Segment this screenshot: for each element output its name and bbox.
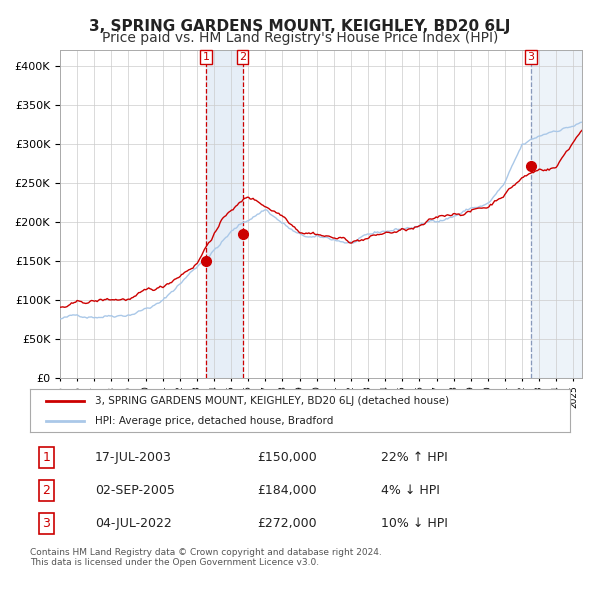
Text: 3: 3 [527, 52, 535, 62]
Text: 10% ↓ HPI: 10% ↓ HPI [381, 517, 448, 530]
Bar [206, 50, 242, 378]
Text: 17-JUL-2003: 17-JUL-2003 [95, 451, 172, 464]
Text: Price paid vs. HM Land Registry's House Price Index (HPI): Price paid vs. HM Land Registry's House … [102, 31, 498, 45]
Text: £150,000: £150,000 [257, 451, 317, 464]
Text: 1: 1 [42, 451, 50, 464]
Text: 3, SPRING GARDENS MOUNT, KEIGHLEY, BD20 6LJ (detached house): 3, SPRING GARDENS MOUNT, KEIGHLEY, BD20 … [95, 396, 449, 406]
Text: £272,000: £272,000 [257, 517, 316, 530]
Text: 2: 2 [42, 484, 50, 497]
Text: 1: 1 [203, 52, 209, 62]
Text: HPI: Average price, detached house, Bradford: HPI: Average price, detached house, Brad… [95, 416, 333, 426]
Text: 04-JUL-2022: 04-JUL-2022 [95, 517, 172, 530]
Text: 02-SEP-2005: 02-SEP-2005 [95, 484, 175, 497]
Text: 3: 3 [42, 517, 50, 530]
Text: Contains HM Land Registry data © Crown copyright and database right 2024.
This d: Contains HM Land Registry data © Crown c… [30, 548, 382, 567]
Text: 22% ↑ HPI: 22% ↑ HPI [381, 451, 448, 464]
Text: £184,000: £184,000 [257, 484, 316, 497]
Bar [531, 50, 582, 378]
Text: 3, SPRING GARDENS MOUNT, KEIGHLEY, BD20 6LJ: 3, SPRING GARDENS MOUNT, KEIGHLEY, BD20 … [89, 19, 511, 34]
Text: 2: 2 [239, 52, 246, 62]
Text: 4% ↓ HPI: 4% ↓ HPI [381, 484, 440, 497]
